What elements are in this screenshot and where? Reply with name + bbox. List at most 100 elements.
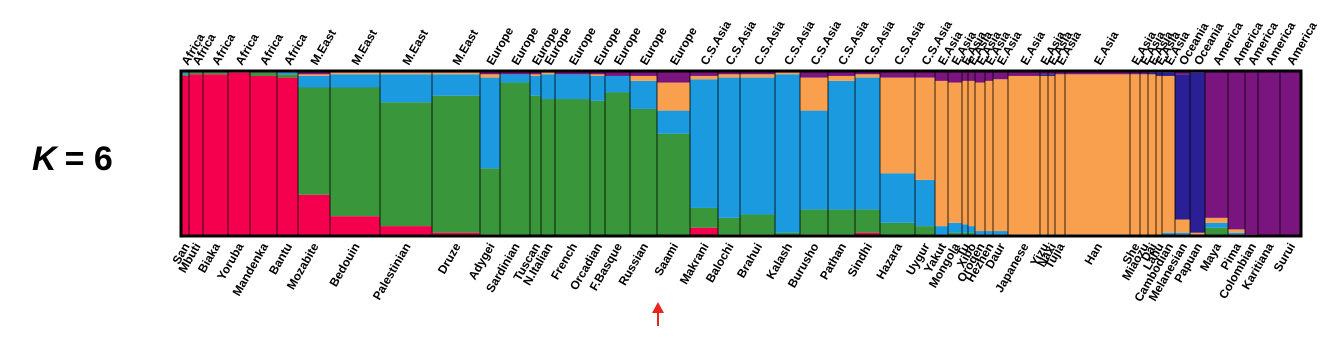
ancestry-segment [993, 79, 1009, 232]
ancestry-segment [828, 209, 856, 235]
ancestry-segment [880, 173, 916, 223]
ancestry-segment [630, 80, 658, 109]
ancestry-segment [228, 72, 251, 237]
ancestry-segment [740, 214, 776, 235]
ancestry-segment [1055, 71, 1066, 75]
ancestry-segment [1175, 232, 1191, 235]
ancestry-segment [800, 209, 829, 235]
plot-frame [179, 69, 1303, 238]
ancestry-segment [432, 74, 481, 96]
ancestry-segment [1162, 72, 1176, 76]
ancestry-segment [975, 231, 986, 235]
ancestry-segment [1162, 232, 1176, 236]
ancestry-segment [828, 75, 856, 81]
ancestry-segment [541, 72, 556, 75]
ancestry-segment [1040, 74, 1049, 76]
ancestry-segment [915, 226, 936, 236]
ancestry-segment [1048, 71, 1056, 75]
ancestry-segment [590, 75, 606, 101]
ancestry-segment [915, 77, 936, 180]
ancestry-segment [855, 77, 881, 210]
ancestry-segment [1148, 74, 1157, 236]
ancestry-segment [1140, 71, 1149, 75]
ancestry-segment [935, 80, 949, 227]
ancestry-segment [968, 232, 976, 236]
ancestry-segment [962, 71, 969, 81]
ancestry-segment [203, 72, 229, 75]
ancestry-segment [740, 71, 776, 75]
ancestry-segment [432, 72, 481, 75]
population-label: Surui [1271, 241, 1298, 275]
population-label: Palestinian [370, 241, 414, 303]
ancestry-segment [962, 80, 969, 225]
region-label: M.East [307, 27, 338, 68]
ancestry-segment [800, 77, 829, 111]
ancestry-segment [380, 102, 433, 227]
ancestry-segment [380, 72, 433, 75]
ancestry-segment [298, 74, 331, 76]
ancestry-segment [740, 77, 776, 215]
ancestry-segment [1175, 219, 1191, 233]
ancestry-segment [1162, 75, 1176, 233]
population-label: Brahui [734, 241, 765, 281]
ancestry-segment [855, 232, 881, 236]
ancestry-segment [541, 74, 556, 100]
ancestry-segment [432, 95, 481, 233]
population-label: Han [1082, 241, 1105, 268]
ancestry-segment [948, 232, 963, 236]
region-label: E.Asia [1091, 28, 1122, 67]
region-label: M.East [449, 27, 480, 68]
ancestry-segment [1228, 232, 1246, 235]
ancestry-segment [968, 80, 976, 227]
ancestry-segment [690, 75, 719, 80]
ancestry-segment [555, 99, 591, 236]
ancestry-segment [718, 77, 741, 218]
ancestry-segment [775, 74, 801, 233]
ancestry-segment [480, 71, 501, 75]
ancestry-segment [250, 75, 278, 236]
ancestry-segment [657, 110, 691, 134]
region-label: Europe [667, 24, 700, 67]
population-label: Hazara [873, 240, 905, 281]
ancestry-segment [298, 87, 331, 195]
ancestry-segment [530, 71, 542, 75]
ancestry-segment [530, 75, 542, 96]
ancestry-segment [962, 232, 969, 236]
ancestry-segment [189, 74, 204, 236]
ancestry-segment [993, 231, 1009, 235]
ancestry-segment [500, 82, 531, 236]
ancestry-segment [1205, 227, 1229, 236]
ancestry-segment [1228, 71, 1246, 230]
ancestry-segment [1130, 74, 1141, 236]
ancestry-segment [985, 71, 994, 81]
ancestry-segment [855, 71, 881, 75]
ancestry-segment [530, 95, 542, 236]
ancestry-segment [1175, 74, 1191, 220]
ancestry-segment [1040, 71, 1049, 75]
ancestry-segment [775, 232, 801, 236]
ancestry-segment [828, 71, 856, 76]
ancestry-segment [690, 71, 719, 76]
ancestry-segment [630, 108, 658, 236]
ancestry-segment [1228, 229, 1246, 233]
ancestry-segment [500, 74, 531, 83]
ancestry-segment [480, 74, 501, 78]
ancestry-segment [1148, 72, 1157, 75]
ancestry-segment [605, 71, 631, 76]
ancestry-segment [590, 71, 606, 75]
ancestry-segment [657, 71, 691, 83]
ancestry-segment [541, 99, 556, 236]
ancestry-segment [915, 179, 936, 227]
ancestry-segment [330, 74, 381, 88]
ancestry-segment [1205, 71, 1229, 218]
ancestry-segment [828, 80, 856, 210]
ancestry-segment [1280, 71, 1302, 236]
ancestry-segment [1130, 71, 1141, 75]
ancestry-segment [975, 71, 986, 83]
ancestry-segment [657, 133, 691, 236]
ancestry-segment [985, 231, 994, 235]
population-label: Bedouin [326, 241, 362, 290]
ancestry-segment [948, 71, 963, 83]
ancestry-segment [590, 100, 606, 236]
ancestry-segment [480, 168, 501, 235]
